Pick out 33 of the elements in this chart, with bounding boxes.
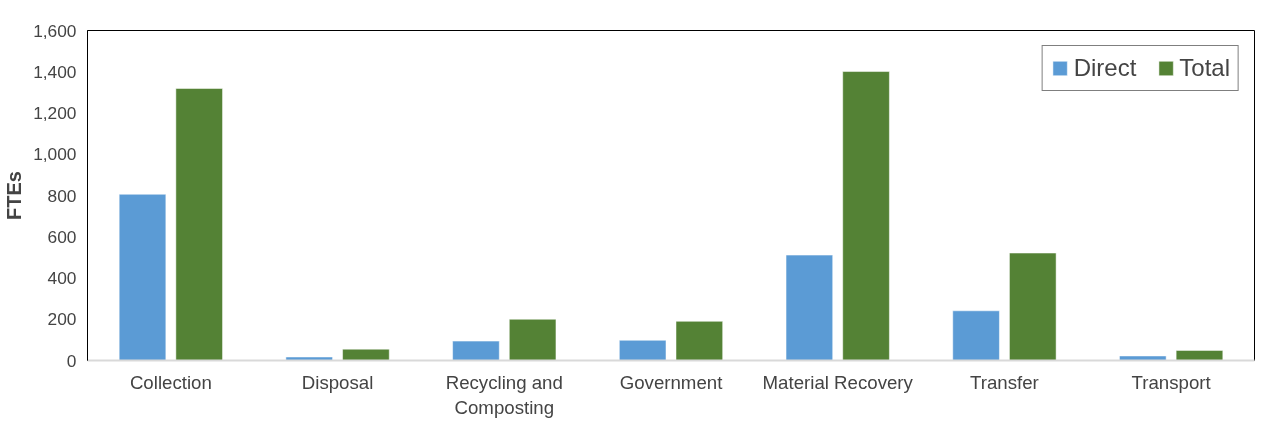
bar bbox=[675, 321, 723, 361]
y-axis-title: FTEs bbox=[3, 171, 26, 220]
y-tick-label: 800 bbox=[47, 185, 77, 206]
bar bbox=[342, 348, 390, 361]
bar bbox=[619, 340, 667, 361]
x-tick-label: Government bbox=[619, 371, 724, 393]
legend-label: Total bbox=[1179, 54, 1230, 82]
x-tick-label: Transport bbox=[1131, 371, 1212, 393]
bar bbox=[1009, 252, 1057, 361]
bar bbox=[1175, 350, 1224, 361]
x-tick-label: Disposal bbox=[301, 371, 374, 393]
legend-label: Direct bbox=[1073, 54, 1137, 82]
y-tick-label: 600 bbox=[47, 226, 77, 247]
y-tick-label: 1,000 bbox=[33, 144, 77, 165]
bar bbox=[452, 340, 500, 361]
x-tick-label: Transfer bbox=[970, 371, 1039, 393]
x-tick-label: Recycling and Composting bbox=[445, 371, 563, 418]
bar bbox=[842, 71, 890, 361]
x-tick-label: Material Recovery bbox=[762, 371, 914, 393]
y-tick-label: 400 bbox=[47, 268, 77, 288]
y-tick-label: 200 bbox=[47, 309, 77, 330]
bar bbox=[785, 254, 833, 361]
x-tick-label: Collection bbox=[129, 371, 212, 393]
y-tick-label: 1,200 bbox=[33, 103, 77, 123]
bar bbox=[509, 319, 557, 361]
y-tick-label: 1,600 bbox=[33, 20, 77, 41]
y-tick-label: 0 bbox=[66, 350, 77, 371]
y-tick-label: 1,400 bbox=[33, 61, 77, 82]
bar bbox=[285, 356, 333, 361]
bar bbox=[175, 88, 223, 361]
bar bbox=[1119, 355, 1167, 361]
bar bbox=[118, 194, 167, 361]
bar bbox=[952, 310, 1000, 361]
